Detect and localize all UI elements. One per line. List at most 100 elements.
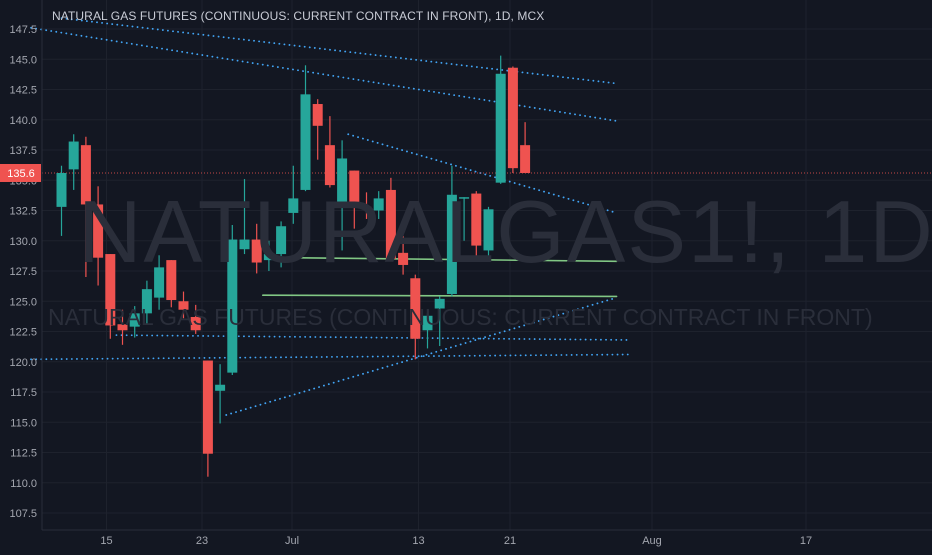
candle-body	[434, 298, 445, 309]
candle[interactable]	[251, 223, 262, 274]
candle[interactable]	[422, 313, 433, 349]
candle-body	[459, 197, 470, 199]
candle[interactable]	[312, 99, 323, 160]
candle[interactable]	[495, 55, 506, 184]
candle[interactable]	[459, 197, 470, 241]
candle-body	[141, 289, 152, 314]
y-tick-label: 142.5	[9, 85, 37, 97]
candle[interactable]	[141, 280, 152, 325]
y-tick-label: 112.5	[10, 448, 37, 460]
candle[interactable]	[507, 66, 518, 173]
candle-body	[56, 172, 67, 207]
candle-body	[117, 324, 128, 331]
candle[interactable]	[288, 165, 299, 224]
candle-body	[288, 198, 299, 213]
candle-body	[398, 252, 409, 265]
candle-body	[239, 239, 250, 250]
last-price-label: 135.6	[7, 168, 35, 180]
candle-body	[410, 278, 421, 339]
trendline[interactable]	[225, 296, 618, 416]
candle[interactable]	[56, 165, 67, 236]
candle-body	[446, 194, 457, 294]
candle[interactable]	[520, 122, 531, 173]
candle-body	[349, 170, 360, 207]
candle-body	[68, 141, 79, 170]
candle-body	[520, 145, 531, 173]
candle-body	[422, 315, 433, 331]
candle-body	[385, 189, 396, 259]
x-tick-label: Aug	[642, 535, 662, 547]
y-tick-label: 120.0	[9, 357, 37, 369]
candle[interactable]	[337, 140, 348, 251]
candle[interactable]	[154, 255, 165, 310]
candle[interactable]	[324, 116, 335, 188]
candle[interactable]	[190, 304, 201, 334]
candle[interactable]	[373, 191, 384, 219]
last-price-tag: 135.6	[0, 163, 41, 182]
y-tick-label: 117.5	[10, 387, 37, 399]
candle-body	[373, 198, 384, 211]
candle[interactable]	[129, 306, 140, 338]
candle-body	[166, 260, 177, 301]
candle-body	[215, 384, 226, 391]
candle-body	[337, 158, 348, 203]
y-tick-label: 145.0	[9, 54, 37, 66]
candle[interactable]	[483, 206, 494, 257]
candle[interactable]	[276, 221, 287, 268]
x-tick-label: 23	[196, 535, 208, 547]
trendline[interactable]	[347, 133, 618, 214]
y-tick-label: 125.0	[9, 296, 37, 308]
candle[interactable]	[361, 192, 372, 219]
candle[interactable]	[68, 134, 79, 190]
candle[interactable]	[215, 364, 226, 424]
candle[interactable]	[398, 235, 409, 275]
y-tick-label: 115.0	[10, 417, 37, 429]
candle-body	[471, 193, 482, 246]
candle[interactable]	[471, 191, 482, 262]
candle[interactable]	[93, 186, 104, 286]
candle[interactable]	[300, 65, 311, 192]
trendline[interactable]	[30, 26, 618, 122]
candle-body	[276, 226, 287, 255]
watermark-symbol: NATURALGAS1!, 1D	[78, 182, 932, 281]
candle[interactable]	[410, 274, 421, 360]
candle[interactable]	[239, 179, 250, 255]
support-line[interactable]	[261, 294, 618, 298]
candle[interactable]	[178, 291, 189, 319]
candle-body	[80, 145, 91, 205]
candle-body	[507, 67, 518, 169]
candle-body	[251, 239, 262, 263]
candle[interactable]	[349, 170, 360, 229]
y-tick-label: 147.5	[9, 24, 37, 36]
candle[interactable]	[227, 225, 238, 376]
y-tick-label: 132.5	[9, 206, 37, 218]
candle[interactable]	[105, 254, 116, 339]
chart-title: NATURAL GAS FUTURES (CONTINUOUS: CURRENT…	[52, 9, 545, 23]
candle[interactable]	[80, 136, 91, 278]
candle-body	[324, 145, 335, 186]
candle-body	[361, 206, 372, 209]
watermark-description: NATURAL GAS FUTURES (CONTINUOUS: CURRENT…	[48, 304, 873, 330]
candles	[56, 55, 531, 477]
y-tick-label: 107.5	[9, 508, 37, 520]
candle-body	[227, 239, 238, 373]
y-tick-label: 140.0	[9, 115, 37, 127]
candle-body	[190, 316, 201, 331]
candle[interactable]	[446, 165, 457, 297]
candle[interactable]	[117, 309, 128, 345]
candle[interactable]	[202, 360, 213, 477]
candle-body	[105, 254, 116, 326]
x-tick-label: Jul	[285, 535, 299, 547]
candle[interactable]	[434, 296, 445, 347]
candle[interactable]	[166, 260, 177, 308]
y-tick-label: 127.5	[9, 266, 37, 278]
candle[interactable]	[263, 240, 274, 271]
x-tick-label: 17	[800, 535, 812, 547]
candle[interactable]	[385, 177, 396, 259]
candle-body	[483, 209, 494, 251]
candle-body	[495, 73, 506, 183]
y-tick-label: 122.5	[9, 327, 37, 339]
candle-body	[202, 360, 213, 454]
